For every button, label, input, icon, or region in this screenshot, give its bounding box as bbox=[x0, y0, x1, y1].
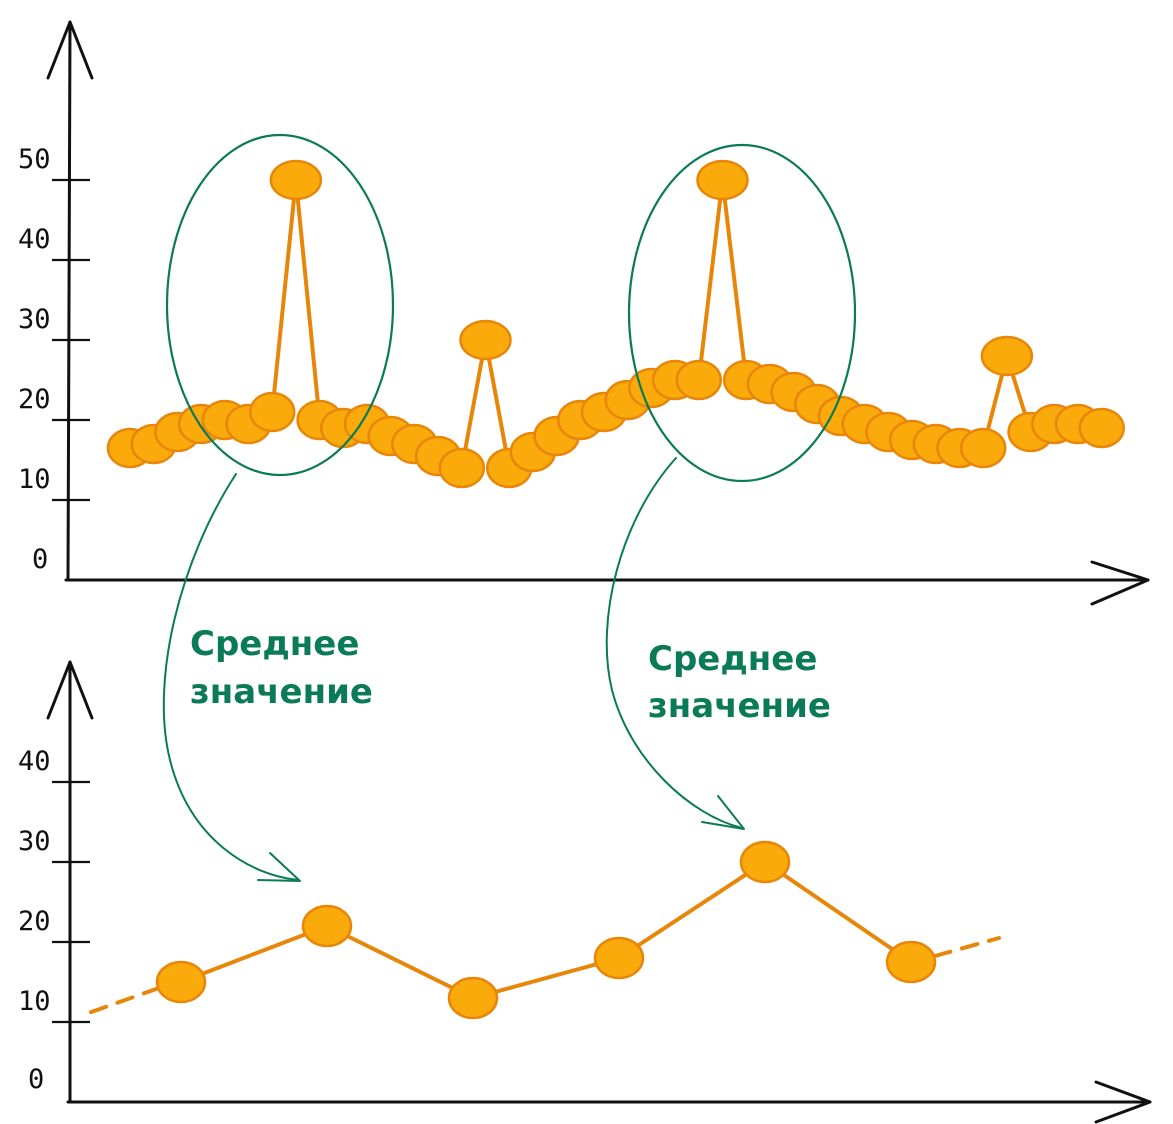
arrow-head-left bbox=[257, 852, 301, 882]
spike-connector bbox=[483, 338, 512, 470]
annotation-label-left: Среднее значение bbox=[190, 624, 373, 712]
top-tick-label-40: 40 bbox=[18, 224, 51, 255]
spike-connector bbox=[720, 178, 749, 382]
annotation-arrow-left bbox=[162, 473, 301, 882]
top-tick-label-20: 20 bbox=[18, 384, 51, 415]
highlight-ellipse-left bbox=[165, 133, 395, 477]
outlier-point bbox=[269, 159, 323, 201]
outlier-point bbox=[459, 319, 512, 361]
annotation-arrow-right bbox=[605, 457, 745, 830]
bottom-series-line bbox=[89, 859, 1001, 1015]
average-point bbox=[739, 840, 791, 884]
bottom-chart-axes bbox=[46, 660, 1152, 1124]
average-point bbox=[447, 976, 499, 1020]
spike-connector bbox=[293, 178, 322, 422]
top-tick-label-50: 50 bbox=[18, 144, 51, 175]
outlier-point bbox=[696, 159, 749, 201]
dashed-extension-left bbox=[89, 986, 161, 1015]
data-point bbox=[438, 447, 486, 489]
annotation-left-line2: значение bbox=[190, 672, 373, 712]
top-tick-label-10: 10 bbox=[18, 464, 51, 495]
data-point bbox=[1078, 407, 1125, 449]
highlight-ellipse-right bbox=[627, 143, 857, 483]
bottom-tick-label-10: 10 bbox=[18, 986, 51, 1017]
spike-connector bbox=[270, 178, 298, 414]
arrow-curve-right bbox=[605, 457, 743, 829]
top-chart-axes bbox=[46, 20, 1150, 606]
bottom-data-points bbox=[155, 840, 937, 1020]
arrow-head-right bbox=[701, 795, 745, 830]
dashed-extension-right bbox=[933, 936, 1001, 958]
top-x-axis-arrowhead bbox=[1090, 560, 1150, 606]
series-line bbox=[179, 859, 913, 1001]
top-y-ticks: 0 10 20 30 40 50 bbox=[18, 144, 90, 575]
bottom-tick-label-40: 40 bbox=[18, 746, 51, 777]
average-point bbox=[155, 960, 207, 1004]
bottom-y-axis-arrowhead bbox=[46, 660, 94, 720]
bottom-x-axis-arrowhead bbox=[1094, 1080, 1152, 1124]
arrow-curve-left bbox=[162, 473, 299, 881]
annotation-right-line1: Среднее bbox=[648, 639, 817, 679]
top-tick-label-0: 0 bbox=[32, 544, 48, 575]
annotation-label-right: Среднее значение bbox=[648, 639, 831, 726]
bottom-tick-label-30: 30 bbox=[18, 826, 51, 857]
bottom-y-ticks: 0 10 20 30 40 bbox=[18, 746, 90, 1095]
top-tick-label-30: 30 bbox=[18, 304, 51, 335]
top-y-axis-arrowhead bbox=[46, 20, 94, 80]
average-point bbox=[593, 936, 645, 980]
spike-connector bbox=[459, 338, 488, 470]
data-point bbox=[248, 391, 296, 433]
annotation-left-line1: Среднее bbox=[190, 624, 359, 664]
top-y-axis bbox=[66, 20, 72, 582]
outlier-point bbox=[980, 335, 1034, 377]
data-point bbox=[675, 359, 723, 401]
annotation-right-line2: значение bbox=[648, 686, 831, 726]
spike-connector bbox=[696, 178, 725, 382]
average-point bbox=[885, 940, 937, 984]
data-point bbox=[959, 427, 1007, 469]
average-point bbox=[301, 904, 353, 948]
bottom-tick-label-0: 0 bbox=[28, 1064, 44, 1095]
top-data-points bbox=[106, 159, 1125, 489]
bottom-tick-label-20: 20 bbox=[18, 906, 51, 937]
